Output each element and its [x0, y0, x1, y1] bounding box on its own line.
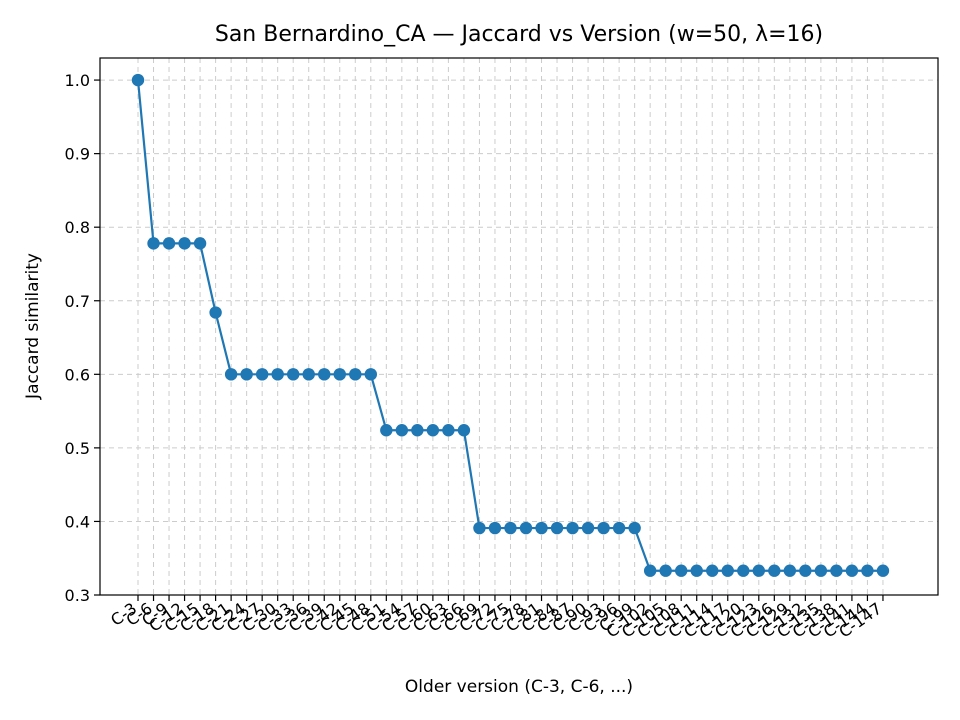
data-point	[830, 564, 843, 577]
x-axis-label: Older version (C-3, C-6, ...)	[405, 677, 633, 697]
data-point	[318, 368, 331, 381]
data-point	[395, 424, 409, 437]
y-axis: 0.3 0.4 0.5 0.6 0.7 0.8 0.9 1.0	[65, 71, 100, 605]
data-point	[488, 521, 502, 535]
data-point	[255, 368, 269, 381]
data-point	[814, 564, 828, 577]
data-point	[287, 368, 300, 381]
data-point	[643, 564, 657, 577]
data-point	[209, 306, 222, 319]
data-point	[535, 521, 548, 535]
data-point	[519, 521, 533, 535]
data-point	[224, 368, 238, 381]
y-tick-label: 0.7	[65, 292, 90, 311]
data-point	[178, 237, 191, 250]
data-point	[457, 424, 471, 437]
data-point	[597, 521, 610, 535]
data-point	[473, 521, 486, 535]
data-point	[675, 564, 688, 577]
data-point	[799, 564, 812, 577]
data-point	[333, 368, 346, 381]
data-point	[876, 564, 890, 577]
data-point	[504, 521, 517, 535]
data-point	[442, 424, 455, 437]
data-point	[147, 237, 160, 250]
y-axis-label: Jaccard similarity	[23, 253, 43, 400]
data-point	[302, 368, 315, 381]
data-point	[659, 564, 672, 577]
data-point	[737, 564, 750, 577]
data-point	[550, 521, 564, 535]
data-point	[364, 368, 377, 381]
data-point	[131, 73, 145, 87]
data-point	[752, 564, 765, 577]
data-point	[380, 424, 393, 437]
y-tick-label: 1.0	[65, 71, 90, 90]
y-tick-label: 0.4	[65, 512, 90, 531]
data-point	[612, 521, 626, 535]
plot-frame	[99, 57, 939, 596]
data-point	[271, 368, 284, 381]
y-tick-label: 0.5	[65, 439, 90, 458]
chart-title: San Bernardino_CA — Jaccard vs Version (…	[215, 22, 823, 47]
y-tick-label: 0.3	[65, 586, 90, 605]
data-point	[162, 237, 176, 250]
y-tick-label: 0.9	[65, 145, 90, 164]
y-tick-label: 0.8	[65, 218, 90, 237]
data-point	[706, 564, 719, 577]
data-point	[566, 521, 579, 535]
data-point	[240, 368, 253, 381]
data-point	[628, 521, 641, 535]
data-point	[193, 237, 207, 250]
data-point	[721, 564, 734, 577]
data-point	[861, 564, 874, 577]
data-point	[768, 564, 781, 577]
data-point	[690, 564, 703, 577]
y-tick-label: 0.6	[65, 365, 90, 384]
data-point	[411, 424, 424, 437]
data-point	[581, 521, 595, 535]
data-point	[783, 564, 797, 577]
data-point	[426, 424, 440, 437]
series-jaccard	[131, 73, 890, 577]
data-point	[845, 564, 859, 577]
data-point	[349, 368, 362, 381]
